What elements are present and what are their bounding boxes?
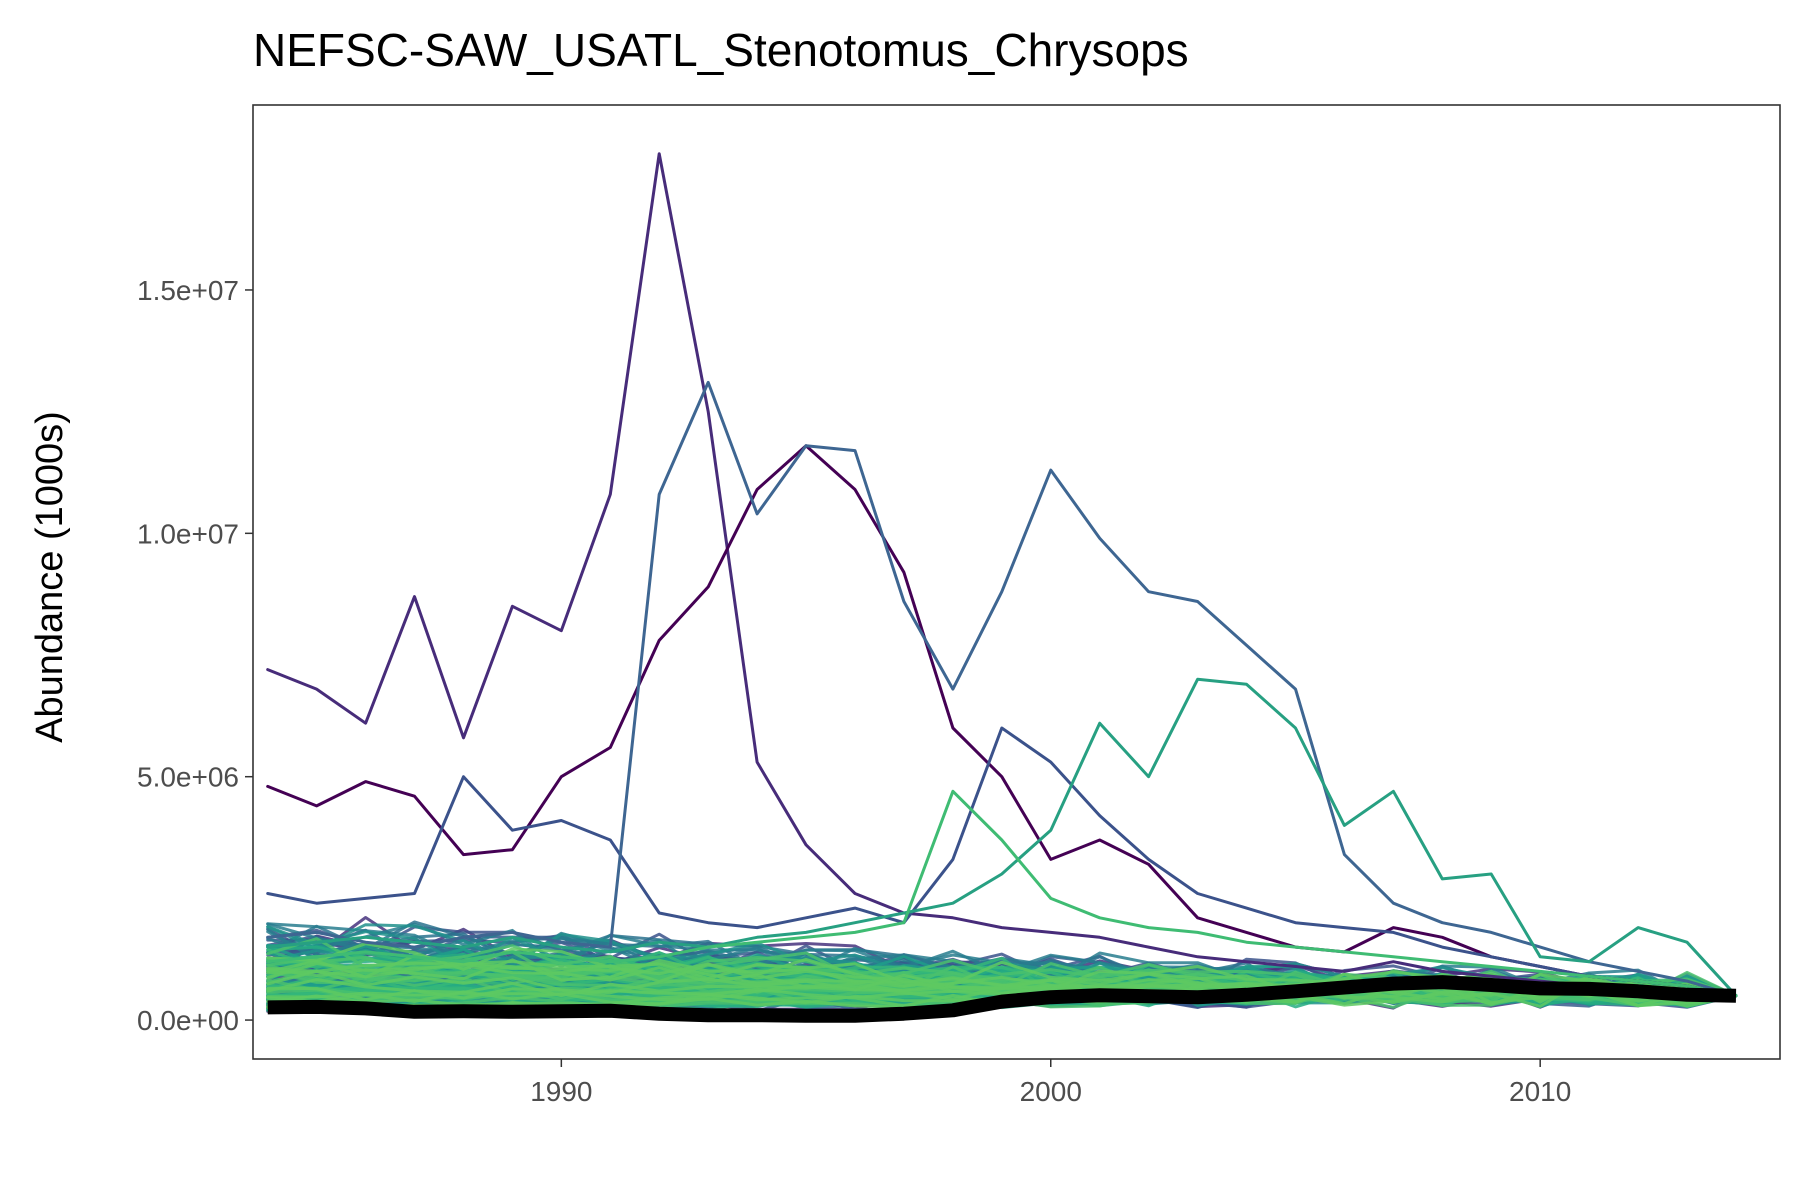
plot-panel-border — [252, 104, 1781, 1060]
highlighted-series-line-4 — [266, 380, 1738, 998]
y-axis: 0.0e+00 5.0e+06 1.0e+07 1.5e+07 — [137, 275, 253, 1036]
x-tick-label-2010: 2010 — [1509, 1076, 1571, 1107]
highlighted-series-line-6 — [266, 789, 1738, 998]
y-tick-label-3: 1.5e+07 — [137, 275, 239, 306]
y-axis-label: Abundance (1000s) — [29, 411, 71, 743]
y-tick-label-1: 5.0e+06 — [137, 762, 239, 793]
highlighted-series-group — [266, 152, 1738, 998]
x-axis: 1990 2000 2010 — [530, 1059, 1571, 1107]
mean-series-line — [267, 975, 1737, 1023]
series-line-139 — [266, 969, 1738, 1005]
highlighted-series-line-1 — [266, 152, 1738, 998]
chart-title: NEFSC-SAW_USATL_Stenotomus_Chrysops — [253, 24, 1189, 76]
y-tick-label-2: 1.0e+07 — [137, 518, 239, 549]
highlighted-series-line-5 — [266, 677, 1738, 998]
y-tick-label-0: 0.0e+00 — [137, 1005, 239, 1036]
series-line-119 — [266, 937, 1738, 1000]
x-tick-label-1990: 1990 — [530, 1076, 592, 1107]
x-tick-label-2000: 2000 — [1020, 1076, 1082, 1107]
mean-series-group — [267, 975, 1737, 1023]
highlighted-series-line-3 — [266, 726, 1738, 998]
